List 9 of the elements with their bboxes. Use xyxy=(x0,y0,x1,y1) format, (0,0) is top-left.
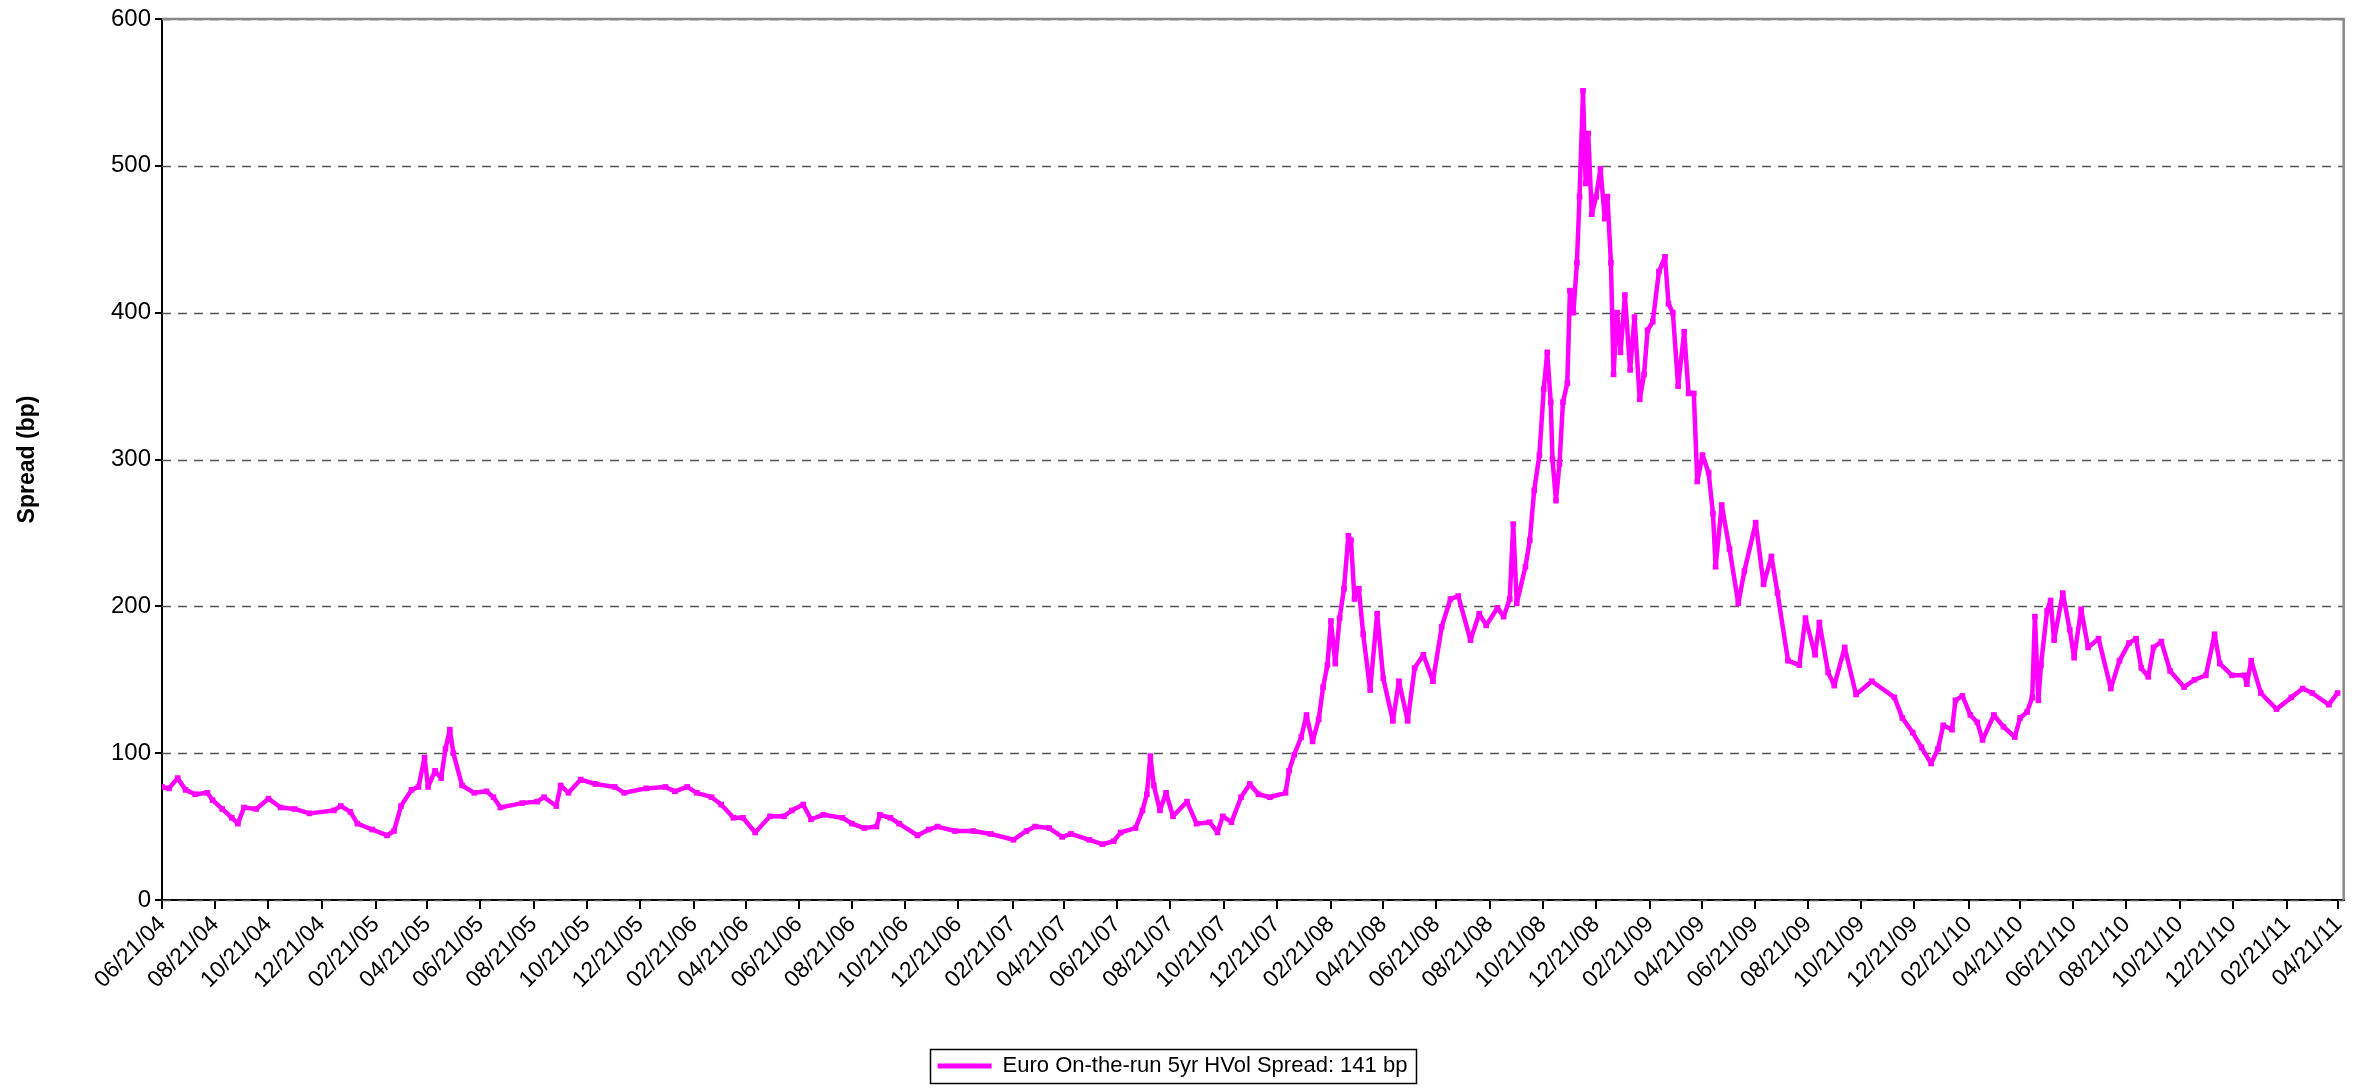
y-tick-label: 0 xyxy=(137,884,151,912)
y-axis-title: Spread (bp) xyxy=(13,395,40,524)
y-tick-label: 300 xyxy=(110,444,151,472)
legend-label: Euro On-the-run 5yr HVol Spread: 141 bp xyxy=(1002,1052,1408,1078)
y-tick-label: 500 xyxy=(110,150,151,178)
y-tick-label: 200 xyxy=(110,590,151,618)
y-tick-label: 400 xyxy=(110,297,151,325)
y-tick-label: 600 xyxy=(110,3,151,31)
y-tick-label: 100 xyxy=(110,737,151,765)
